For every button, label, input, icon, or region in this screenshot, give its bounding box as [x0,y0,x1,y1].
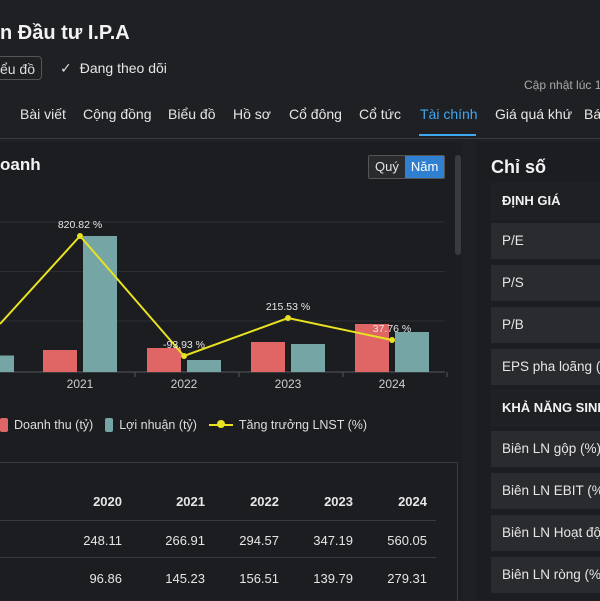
toggle-year[interactable]: Năm [404,156,445,178]
table-cell: 279.31 [387,571,427,586]
bar-revenue [355,324,389,372]
bar-profit [395,332,429,372]
tab-tai-chinh[interactable]: Tài chính [420,106,478,122]
growth-data-label: 820.82 % [58,219,102,231]
growth-point [285,315,291,321]
table-header-year: 2023 [324,494,353,509]
tab-co-tuc[interactable]: Cổ tức [359,106,402,122]
legend-label-profit: Lợi nhuận (tỷ) [119,418,197,432]
legend-line-growth [208,420,233,428]
table-cell: 145.23 [165,571,205,586]
growth-point [389,337,395,343]
tab-co-dong[interactable]: Cổ đông [289,106,342,122]
table-header-year: 2022 [250,494,279,509]
table-cell: 139.79 [313,571,353,586]
table-header-year: 2020 [93,494,122,509]
growth-data-label: 37.76 % [373,323,412,335]
section-profitability: KHẢ NĂNG SINH LỜI [491,389,600,427]
table-cell: 266.91 [165,533,205,548]
panel-title: oanh [0,155,41,174]
table-cell: 156.51 [239,571,279,586]
updated-label: Cập nhật lúc 1 [524,78,600,92]
section-valuation: ĐỊNH GIÁ [491,182,600,220]
x-tick-label: 2021 [67,377,94,391]
table-cell: 294.57 [239,533,279,548]
follow-label: Đang theo dõi [79,60,167,76]
tab-bai-viet[interactable]: Bài viết [20,106,66,122]
legend-profit[interactable]: Lợi nhuận (tỷ) [105,418,197,432]
period-toggle: Quý Năm [368,155,446,179]
table-cell: 560.05 [387,533,427,548]
tab-ho-so[interactable]: Hồ sơ [233,106,271,122]
table-divider [0,557,436,558]
bar-revenue [147,348,181,372]
table-header-year: 2024 [398,494,427,509]
bar-profit [187,360,221,372]
bar-profit [83,236,117,372]
table-cell: 96.86 [89,571,122,586]
chart-button[interactable]: iểu đồ [0,56,42,80]
legend-label-revenue: Doanh thu (tỷ) [14,418,94,432]
indicator-ps[interactable]: P/S [491,265,600,301]
tab-bieu-do[interactable]: Biểu đồ [168,106,216,122]
indicator-gross-margin[interactable]: Biên LN gộp (%) [491,431,600,467]
tab-gia-qua-khu[interactable]: Giá quá khứ [495,106,573,122]
active-tab-indicator [419,134,476,136]
table-cell: 347.19 [313,533,353,548]
growth-line [0,234,393,358]
x-tick-label: 2022 [171,377,198,391]
bar-revenue [251,342,285,372]
growth-point [77,233,83,239]
company-title: n Đầu tư I.P.A [0,22,130,44]
table-divider [0,520,436,521]
tab-bar: Bài viết Cộng đồng Biểu đồ Hồ sơ Cổ đông… [0,100,600,139]
indicators-title: Chỉ số [491,157,547,177]
check-icon: ✓ [60,60,72,76]
toggle-quarter[interactable]: Quý [369,156,405,178]
revenue-profit-chart: 2021 2022 2023 2024 820.82 % -93.93 % 215.53 %… [0,219,448,391]
financial-table [0,462,458,601]
x-tick-label: 2024 [379,377,406,391]
tab-cong-dong[interactable]: Cộng đồng [83,106,152,122]
growth-data-label: -93.93 % [163,339,205,351]
legend-revenue[interactable]: Doanh thu (tỷ) [0,418,93,432]
growth-point [181,353,187,359]
indicator-eps[interactable]: EPS pha loãng (đ) [491,349,600,385]
growth-data-label: 215.53 % [266,301,310,313]
table-header-year: 2021 [176,494,205,509]
indicator-operating-margin[interactable]: Biên LN Hoạt động (%) [491,515,600,551]
legend-label-growth: Tăng trưởng LNST (%) [238,418,368,432]
bar-profit [291,344,325,372]
x-tick-label: 2023 [275,377,302,391]
tab-more[interactable]: Bá [584,106,600,122]
legend-swatch-profit [105,418,114,432]
panel-scrollbar[interactable] [455,155,461,255]
legend-swatch-revenue [0,418,8,432]
indicator-ebit-margin[interactable]: Biên LN EBIT (%) [491,473,600,509]
bar-revenue [43,350,77,372]
bar-profit [0,355,14,372]
indicator-pe[interactable]: P/E [491,223,600,259]
chart-legend: Doanh thu (tỷ) Lợi nhuận (tỷ) Tăng trưởn… [0,418,379,432]
table-cell: 248.11 [83,533,122,548]
legend-growth[interactable]: Tăng trưởng LNST (%) [208,418,368,432]
follow-button[interactable]: ✓ Đang theo dõi [60,60,167,77]
indicator-pb[interactable]: P/B [491,307,600,343]
indicator-net-margin[interactable]: Biên LN ròng (%) [491,557,600,593]
